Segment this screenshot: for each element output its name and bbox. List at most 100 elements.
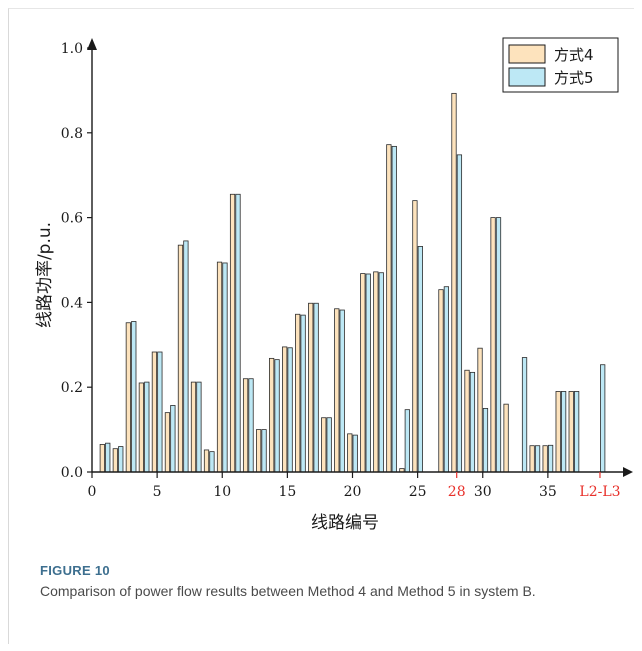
- bar-series-2-line-13: [261, 429, 267, 473]
- bar-series-2-line-34: [534, 445, 541, 473]
- legend-swatch-series-1: [508, 44, 546, 64]
- y-tick-label: 0.8: [61, 126, 83, 142]
- bar-series-2-line-25: [417, 246, 423, 473]
- bar-series-2-line-3: [131, 321, 137, 473]
- x-tick-label: 30: [474, 484, 492, 500]
- bar-series-2-line-2: [118, 446, 124, 473]
- bar-series-1-line-18: [321, 417, 327, 473]
- bar-series-2-line-1: [105, 442, 111, 473]
- bar-series-2-line-19: [339, 309, 345, 473]
- bar-series-2-line-29: [469, 371, 476, 473]
- figure-caption: FIGURE 10 Comparison of power flow resul…: [40, 563, 600, 601]
- bar-series-2-line-21: [365, 273, 371, 473]
- bar-series-1-line-13: [255, 429, 262, 473]
- bar-series-1-line-21: [360, 273, 366, 473]
- bar-series-1-line-17: [308, 302, 314, 473]
- x-tick-label: 20: [344, 484, 362, 500]
- y-tick-label: 0.2: [61, 380, 83, 396]
- bar-series-2-line-8: [196, 381, 202, 473]
- bar-series-1-line-27: [438, 289, 444, 473]
- bar-series-1-line-34: [529, 445, 535, 473]
- bar-series-1-line-9: [203, 449, 210, 473]
- y-tick-label: 0.6: [61, 211, 83, 227]
- bar-series-2-line-22: [378, 272, 384, 473]
- x-tick-label: 10: [213, 484, 231, 500]
- bar-series-1-line-35: [542, 445, 548, 473]
- bar-series-1-line-5: [151, 351, 158, 473]
- bar-series-1-line-29: [464, 369, 470, 473]
- bar-series-1-line-15: [282, 346, 288, 473]
- x-tick-label: 28: [448, 484, 466, 500]
- y-tick-label: 0.4: [61, 295, 83, 311]
- bar-series-2-line-10: [222, 262, 228, 473]
- x-tick-label: 15: [278, 484, 296, 500]
- bar-series-1-line-6: [164, 412, 171, 473]
- bar-series-1-line-31: [490, 217, 496, 473]
- x-axis-title: 线路编号: [311, 513, 379, 533]
- x-tick-label: 5: [153, 484, 162, 500]
- bar-series-1-line-2: [112, 448, 118, 473]
- x-tick-label: L2-L3: [579, 484, 620, 500]
- bar-series-2-line-14: [274, 359, 280, 473]
- bar-series-1-line-3: [125, 322, 131, 473]
- x-tick-label: 35: [539, 484, 557, 500]
- bar-series-2-line-39: [600, 364, 606, 473]
- legend-label-series-1: 方式4: [554, 46, 594, 64]
- x-tick-label: 0: [88, 484, 97, 500]
- bar-series-2-line-36: [561, 391, 567, 473]
- bar-series-2-line-30: [482, 407, 489, 473]
- legend: 方式4 方式5: [502, 37, 619, 93]
- bar-series-1-line-36: [555, 391, 561, 473]
- legend-swatch-series-2: [508, 67, 546, 87]
- x-axis-arrow: [623, 467, 633, 477]
- bar-series-2-line-23: [391, 145, 397, 473]
- bar-series-1-line-4: [138, 382, 144, 473]
- bar-series-2-line-20: [352, 434, 358, 473]
- bar-series-1-line-14: [269, 357, 275, 473]
- bar-series-2-line-6: [170, 405, 176, 473]
- bar-series-1-line-16: [295, 313, 301, 473]
- y-tick-label: 1.0: [61, 41, 83, 57]
- bar-chart: 0 5 10 15 20 25 28 30 35 L2-L3 0.0 0.2 0.4 0.6 0.8 1.0…: [35, 37, 633, 533]
- bar-series-1-line-32: [503, 403, 509, 473]
- bar-series-1-line-10: [216, 261, 223, 473]
- legend-label-series-2: 方式5: [554, 69, 594, 87]
- bar-series-2-line-9: [209, 451, 215, 473]
- bar-series-2-line-18: [326, 417, 332, 473]
- y-axis-arrow: [87, 38, 97, 50]
- bar-series-1-line-25: [412, 200, 418, 473]
- bar-series-2-line-28: [456, 154, 463, 473]
- bar-series-2-line-11: [235, 193, 241, 473]
- bar-series-1-line-30: [477, 347, 483, 473]
- bar-series-1-line-7: [177, 244, 184, 473]
- bar-series-1-line-23: [386, 144, 392, 473]
- figure-label: FIGURE 10: [40, 563, 110, 578]
- bar-series-2-line-35: [547, 444, 554, 473]
- bar-series-2-line-37: [574, 391, 580, 473]
- bar-series-2-line-31: [495, 217, 502, 473]
- bar-series-1-line-37: [568, 391, 574, 473]
- bar-series-1-line-11: [229, 193, 236, 473]
- y-tick-label: 0.0: [61, 465, 83, 481]
- bar-series-1-line-20: [347, 433, 353, 473]
- figure-caption-text: Comparison of power flow results between…: [40, 583, 536, 599]
- bar-series-2-line-15: [287, 347, 293, 473]
- bar-series-1-line-1: [99, 444, 105, 473]
- bar-series-2-line-7: [183, 240, 189, 473]
- bar-series-2-line-12: [248, 378, 254, 473]
- bar-series-1-line-22: [373, 271, 379, 473]
- y-axis-title: 线路功率/p.u.: [35, 222, 55, 328]
- bar-series-1-line-8: [190, 381, 197, 473]
- bar-series-2-line-24: [404, 409, 410, 473]
- bar-series-2-line-5: [157, 351, 163, 473]
- bar-series-1-line-28: [451, 92, 457, 473]
- bar-series-1-line-19: [334, 308, 340, 473]
- x-tick-label: 25: [409, 484, 427, 500]
- bar-series-2-line-27: [443, 286, 450, 473]
- bar-series-1-line-12: [242, 378, 249, 473]
- bar-series-2-line-33: [521, 357, 528, 473]
- bar-series-2-line-4: [144, 381, 150, 473]
- bar-series-2-line-17: [313, 302, 319, 473]
- bar-series-2-line-16: [300, 314, 306, 473]
- figure-panel: [8, 8, 634, 644]
